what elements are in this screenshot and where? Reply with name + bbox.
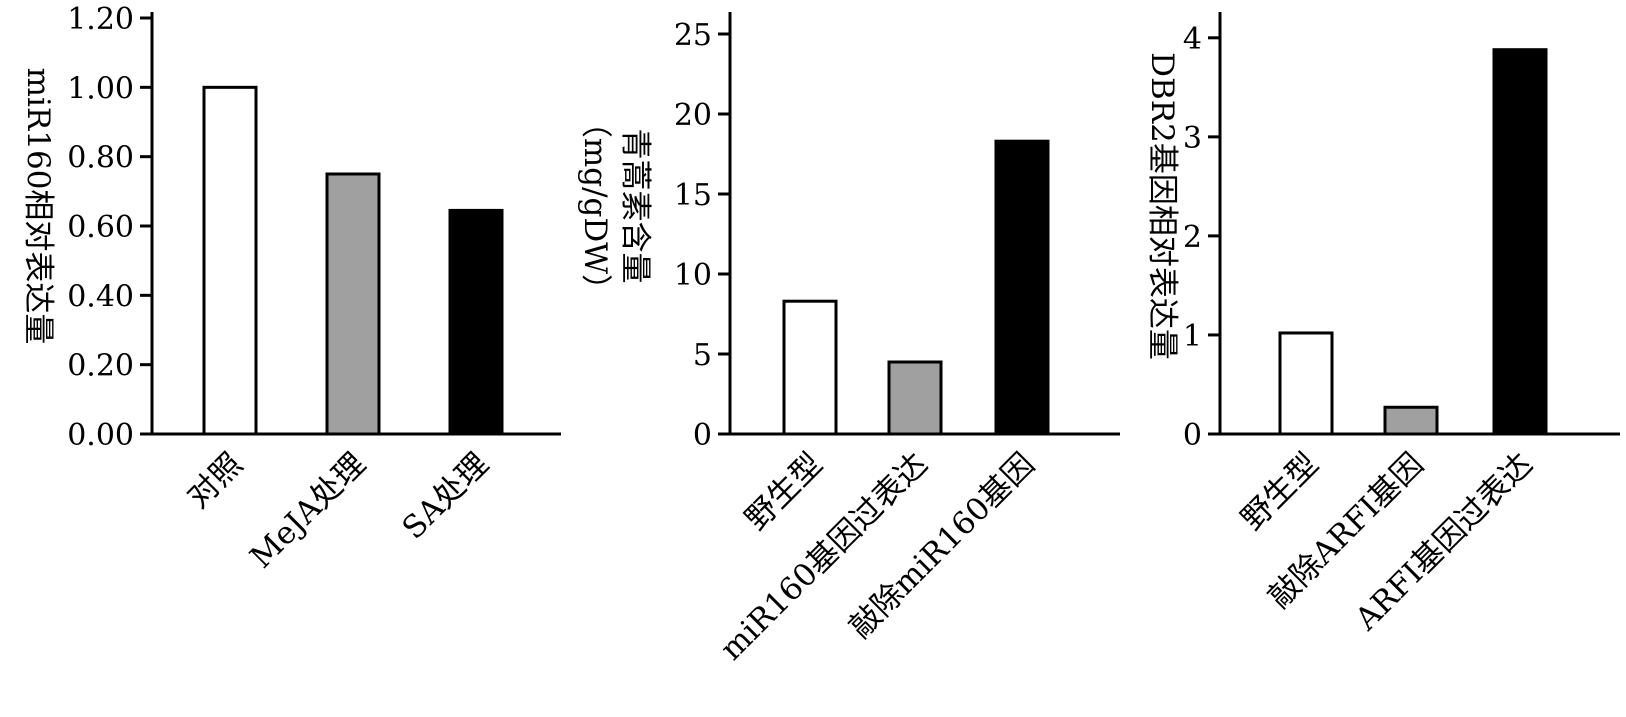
bar bbox=[782, 299, 838, 436]
x-tick-label: MeJA处理 bbox=[243, 446, 372, 575]
bar bbox=[1492, 48, 1548, 436]
y-tick-label: 25 bbox=[674, 18, 712, 53]
y-tick-label: 3 bbox=[1183, 121, 1202, 156]
y-tick-label: 1 bbox=[1183, 319, 1202, 354]
y-tick-label: 20 bbox=[674, 98, 712, 133]
y-axis-title: （mg/gDW） bbox=[577, 107, 613, 305]
bar bbox=[325, 172, 381, 436]
bar bbox=[887, 360, 943, 436]
y-tick-label: 5 bbox=[693, 338, 712, 373]
x-tick-label: miR160基因过表达 bbox=[713, 446, 934, 667]
y-tick-label: 0.80 bbox=[67, 141, 134, 176]
y-tick-label: 1.00 bbox=[67, 71, 134, 106]
y-tick-label: 0 bbox=[693, 418, 712, 453]
y-axis-title: DBR2基因相对表达量 bbox=[1144, 52, 1180, 360]
y-tick-label: 2 bbox=[1183, 220, 1202, 255]
y-tick-label: 0 bbox=[1183, 418, 1202, 453]
y-tick-label: 15 bbox=[674, 178, 712, 213]
y-tick-label: 1.20 bbox=[67, 2, 134, 37]
x-tick-label: SA处理 bbox=[396, 446, 496, 546]
y-axis-title: 青蒿素含量 bbox=[617, 129, 653, 284]
y-tick-label: 0.60 bbox=[67, 210, 134, 245]
x-tick-label: 野生型 bbox=[738, 446, 829, 537]
bar bbox=[448, 208, 504, 436]
bar bbox=[202, 85, 258, 436]
bar bbox=[1278, 331, 1334, 436]
bar bbox=[1383, 405, 1439, 436]
x-tick-label: 对照 bbox=[180, 446, 249, 515]
y-axis-title: miR160相对表达量 bbox=[20, 68, 56, 345]
y-tick-label: 10 bbox=[674, 258, 712, 293]
x-tick-label: 敲除miR160基因 bbox=[842, 446, 1041, 645]
x-tick-label: 野生型 bbox=[1234, 446, 1325, 537]
y-tick-label: 4 bbox=[1183, 22, 1202, 57]
y-tick-label: 0.20 bbox=[67, 349, 134, 384]
y-tick-label: 0.00 bbox=[67, 418, 134, 453]
y-tick-label: 0.40 bbox=[67, 279, 134, 314]
bar bbox=[994, 139, 1050, 436]
